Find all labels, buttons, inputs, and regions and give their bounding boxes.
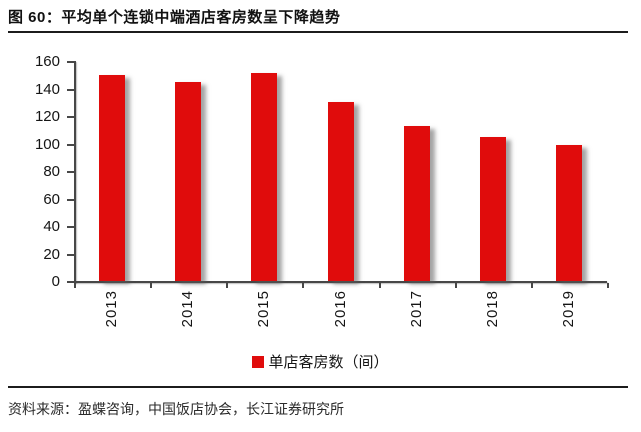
y-tick [67,143,74,146]
source-note: 资料来源：盈蝶咨询，中国饭店协会，长江证券研究所 [8,401,344,417]
x-tick [378,283,381,288]
legend-color-swatch [252,355,265,368]
legend-label: 单店客房数（间） [268,354,389,371]
footer-divider [8,386,628,388]
x-axis-line [74,281,607,283]
y-tick [67,61,74,63]
y-tick [67,198,74,201]
x-axis-label: 2018 [483,290,501,328]
x-axis-label: 2015 [255,290,273,328]
y-axis-label: 160 [34,53,60,70]
y-axis-label: 20 [43,245,60,263]
y-axis-label: 0 [51,273,60,290]
bar [479,136,506,281]
x-tick [226,283,229,288]
bar [327,102,354,281]
y-tick [67,88,74,91]
x-axis-label: 2016 [331,290,349,328]
y-axis-line [74,61,76,283]
x-axis-label: 2017 [407,290,425,328]
bar [99,74,126,281]
bar [555,144,582,281]
x-tick [530,283,533,288]
y-axis-label: 140 [34,80,60,98]
figure-title: 图 60：平均单个连锁中端酒店客房数呈下降趋势 [8,9,341,26]
x-tick [150,283,153,288]
y-tick [67,226,74,228]
y-tick [67,253,74,256]
x-tick [607,283,609,288]
chart-legend: 单店客房数（间） [0,351,641,372]
bar [403,125,430,281]
y-tick [67,171,74,173]
bar [175,81,202,281]
x-tick [74,283,76,288]
y-axis-label: 120 [34,108,60,125]
y-axis-label: 100 [34,135,60,153]
bar [251,73,278,281]
y-tick [67,281,74,283]
y-axis-label: 60 [43,190,60,208]
x-axis-label: 2019 [559,290,577,328]
y-axis-label: 40 [43,218,60,235]
x-axis-label: 2013 [103,290,121,328]
x-tick [454,283,457,288]
x-tick [302,283,305,288]
title-divider [8,31,628,33]
x-axis-label: 2014 [179,290,197,328]
y-axis-label: 80 [43,163,60,180]
y-tick [67,116,74,118]
